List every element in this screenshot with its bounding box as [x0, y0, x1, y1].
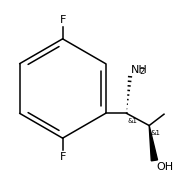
- Polygon shape: [149, 125, 157, 161]
- Text: NH: NH: [131, 65, 148, 75]
- Text: &1: &1: [127, 118, 137, 124]
- Text: 2: 2: [139, 67, 144, 76]
- Text: &1: &1: [150, 130, 160, 136]
- Text: F: F: [59, 152, 66, 162]
- Text: F: F: [59, 15, 66, 25]
- Text: OH: OH: [156, 162, 173, 172]
